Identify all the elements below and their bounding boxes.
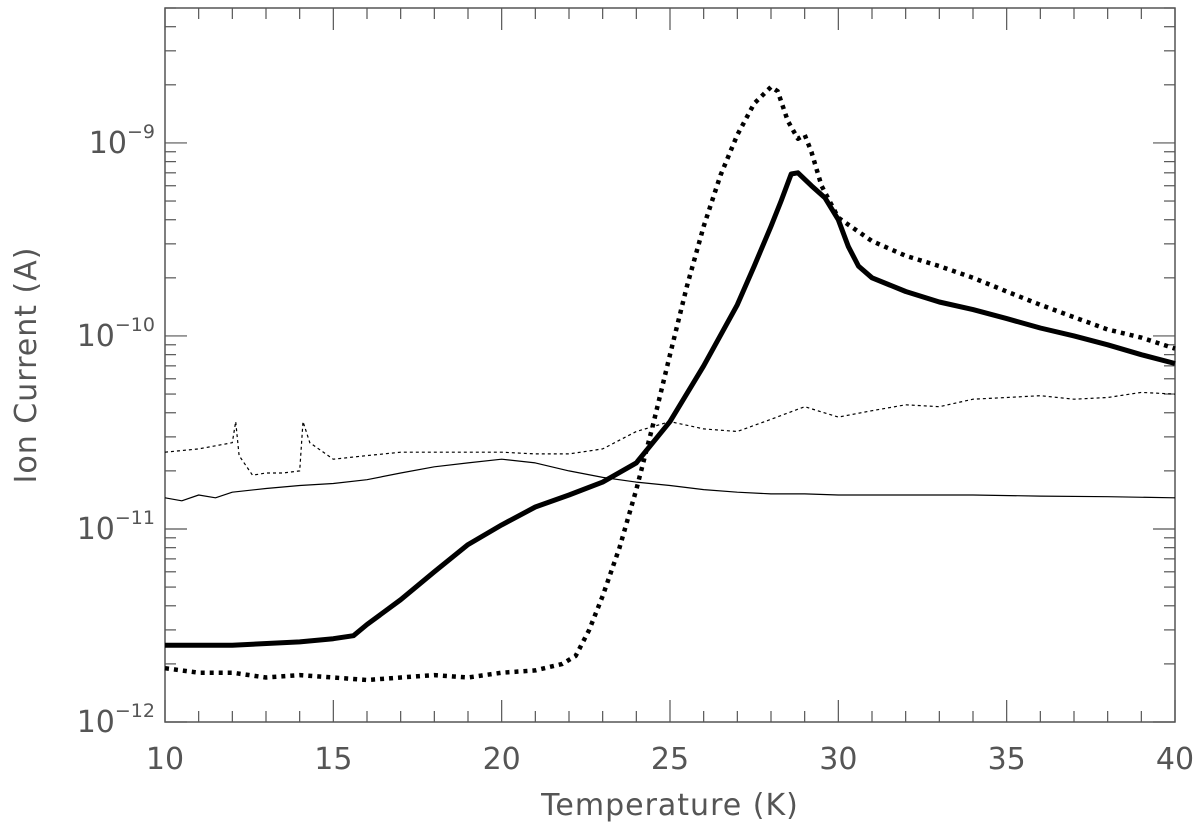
x-tick-label: 40	[1156, 742, 1194, 777]
series-line-thin-solid	[164, 458, 1176, 502]
series-line-thick-solid	[165, 170, 1176, 648]
ticks-layer	[164, 7, 1176, 723]
x-tick-label: 25	[651, 742, 689, 777]
y-axis-title: Ion Current (A)	[9, 247, 44, 484]
labels-layer: 10 15 20 25 30 35 40 10−12 10−11 10−10 10−9	[77, 121, 1194, 777]
y-tick-label: 10−9	[89, 121, 155, 161]
x-tick-label: 35	[988, 742, 1026, 777]
series-line-thick-dotted	[164, 84, 1176, 683]
x-tick-label: 10	[146, 742, 184, 777]
series-layer	[164, 84, 1176, 683]
plot-frame	[164, 7, 1176, 723]
x-tick-label: 15	[314, 742, 352, 777]
y-tick-label: 10−11	[77, 507, 155, 547]
y-tick-label: 10−12	[77, 700, 155, 740]
x-tick-label: 30	[819, 742, 857, 777]
x-axis-title: Temperature (K)	[540, 788, 799, 823]
y-tick-label: 10−10	[77, 314, 155, 354]
x-tick-label: 20	[483, 742, 521, 777]
series-line-thin-dotted	[164, 391, 1176, 476]
